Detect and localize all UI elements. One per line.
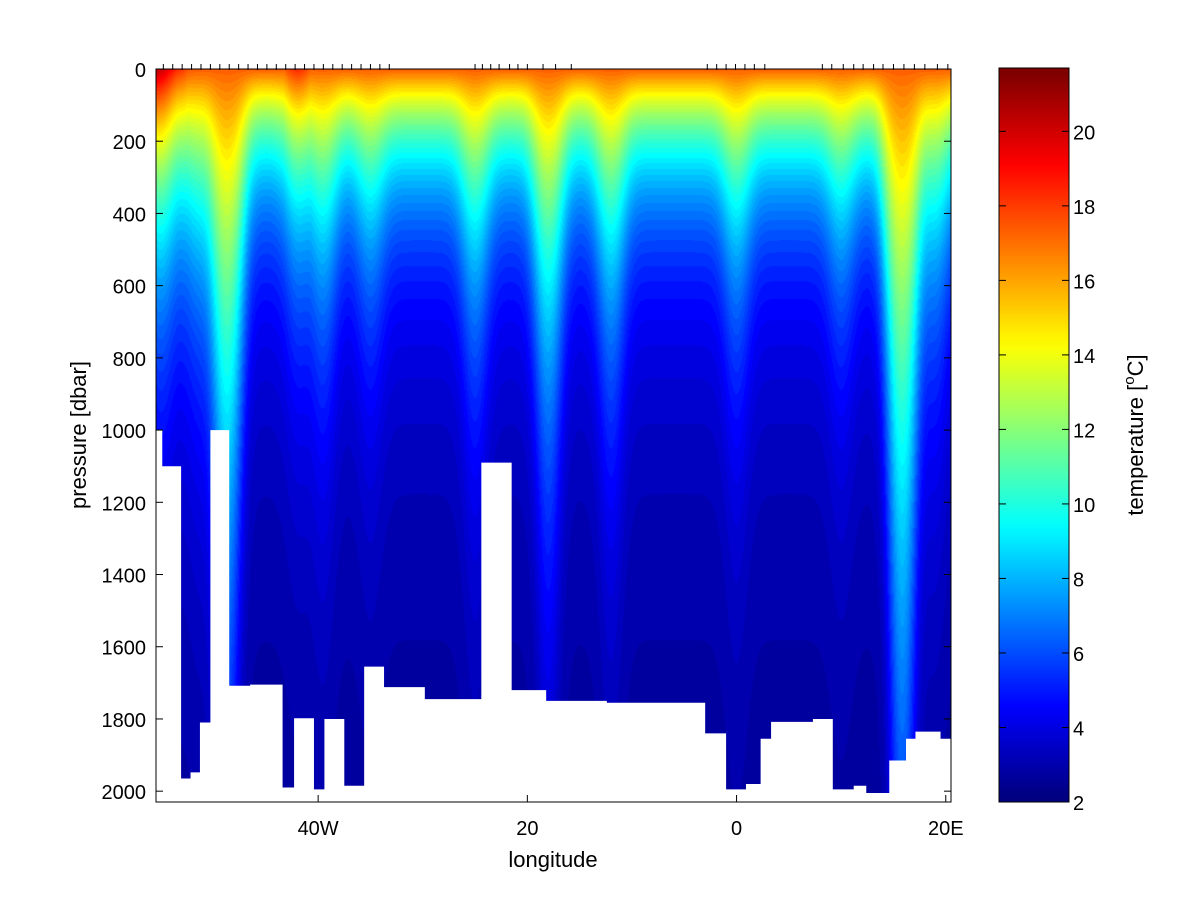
x-tick-label: 0 (731, 818, 742, 840)
colorbar-tick-label: 14 (1073, 346, 1095, 368)
colorbar-label-degree: o (1121, 376, 1138, 384)
colorbar-tick-label: 20 (1073, 122, 1095, 144)
y-tick-label: 400 (113, 204, 146, 226)
colorbar-tick-label: 18 (1073, 197, 1095, 219)
colorbar-label-unit: C] (1123, 354, 1148, 376)
colorbar-tick-label: 4 (1073, 718, 1084, 740)
y-tick-label: 2000 (102, 782, 147, 804)
colorbar-tick-label: 16 (1073, 271, 1095, 293)
colorbar-tick-label: 6 (1073, 644, 1084, 666)
colorbar-tick-label: 12 (1073, 420, 1095, 442)
x-tick-label: 20 (516, 818, 538, 840)
y-tick-label: 1800 (102, 710, 147, 732)
y-tick-label: 0 (135, 60, 146, 82)
colorbar-tick-label: 2 (1073, 793, 1084, 815)
y-tick-label: 200 (113, 132, 146, 154)
x-axis: 40W 20 0 20E (298, 795, 964, 840)
colorbar (999, 68, 1069, 802)
y-tick-label: 1400 (102, 566, 147, 588)
seafloor-mask (156, 430, 951, 802)
plot-frame (155, 68, 952, 803)
y-tick-label: 600 (113, 277, 146, 299)
y-axis: 0 200 400 600 800 1000 1200 1400 1600 1800 2000 (102, 60, 951, 804)
y-axis-label: pressure [dbar] (66, 361, 91, 509)
x-axis-label: longitude (508, 847, 597, 872)
x-tick-label: 20E (928, 818, 964, 840)
colorbar-label-text: temperature [ (1123, 385, 1148, 516)
colorbar-label: temperature [oC] (1121, 354, 1148, 515)
colorbar-axis: 2 4 6 8 10 12 14 16 18 20 (999, 122, 1095, 815)
y-tick-label: 1000 (102, 421, 147, 443)
colorbar-tick-label: 10 (1073, 495, 1095, 517)
y-tick-label: 1600 (102, 638, 147, 660)
colorbar-tick-label: 8 (1073, 569, 1084, 591)
y-tick-label: 800 (113, 349, 146, 371)
station-markers (162, 64, 949, 70)
colorbar-frame (998, 67, 1070, 803)
temperature-field (156, 69, 951, 802)
x-tick-label: 40W (298, 818, 339, 840)
y-tick-label: 1200 (102, 493, 147, 515)
